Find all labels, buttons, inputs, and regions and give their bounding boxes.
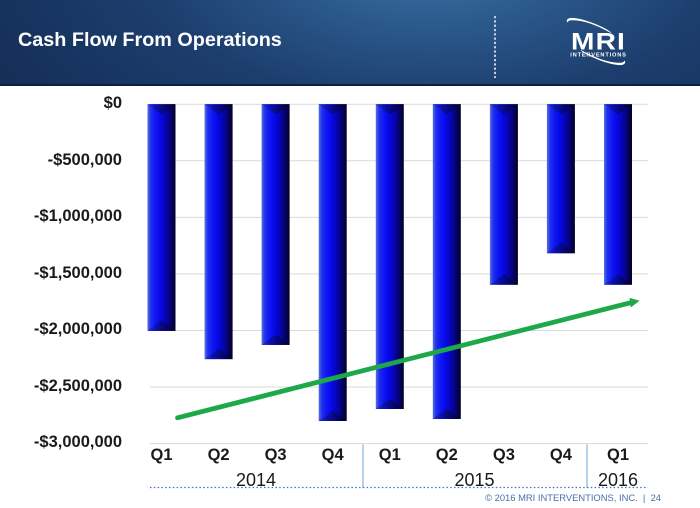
svg-text:INTERVENTIONS: INTERVENTIONS: [570, 52, 626, 58]
